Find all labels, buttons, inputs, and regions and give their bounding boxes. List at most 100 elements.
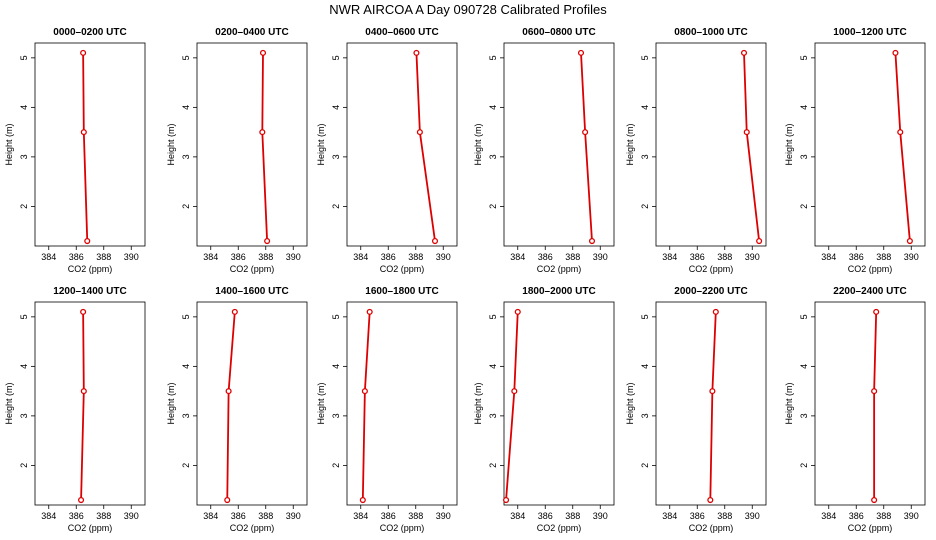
plot-frame <box>655 42 767 247</box>
plot-frame <box>34 301 146 506</box>
x-tick-label: 384 <box>510 511 525 521</box>
x-tick-label: 386 <box>690 252 705 262</box>
panel-title: 0000–0200 UTC <box>53 27 126 38</box>
y-tick-label: 2 <box>640 204 650 209</box>
x-tick-label: 390 <box>124 252 139 262</box>
y-axis-label: Height (m) <box>316 382 326 424</box>
y-tick-label: 4 <box>799 105 809 110</box>
x-tick-label: 384 <box>662 252 677 262</box>
plot-frame <box>34 42 146 247</box>
data-point <box>416 129 423 136</box>
data-point <box>514 308 521 315</box>
x-tick-label: 390 <box>124 511 139 521</box>
x-tick-label: 388 <box>565 511 580 521</box>
data-point <box>80 388 87 395</box>
profile-panel: 1800–2000 UTC 384 386 388 390 2 3 4 5 CO2 (ppm) He… <box>473 286 615 533</box>
data-point <box>503 496 510 504</box>
x-tick-label: 386 <box>69 511 84 521</box>
plot-frame <box>503 42 615 247</box>
x-tick-label: 386 <box>231 252 246 262</box>
plot-frame <box>503 301 615 506</box>
data-point <box>577 49 585 56</box>
profile-line <box>226 311 236 501</box>
plot-frame <box>814 42 926 247</box>
figure-title: NWR AIRCOA A Day 090728 Calibrated Profi… <box>329 2 607 17</box>
x-tick-label: 384 <box>353 511 368 521</box>
profile-panel: 0000–0200 UTC 384 386 388 390 2 3 4 5 CO2 (ppm) He… <box>4 27 146 274</box>
data-point <box>897 129 904 136</box>
y-tick-label: 5 <box>331 55 341 60</box>
y-tick-label: 4 <box>181 364 191 369</box>
y-axis-label: Height (m) <box>784 123 794 165</box>
y-tick-label: 2 <box>331 463 341 468</box>
data-point <box>413 49 420 56</box>
data-point <box>873 308 880 315</box>
y-tick-label: 3 <box>19 154 29 159</box>
x-axis-label: CO2 (ppm) <box>68 523 113 533</box>
x-tick-label: 386 <box>69 252 84 262</box>
profile-line <box>709 311 717 501</box>
data-point <box>259 129 266 136</box>
y-tick-label: 5 <box>181 314 191 319</box>
profile-panel: 1600–1800 UTC 384 386 388 390 2 3 4 5 CO2 (ppm) He… <box>316 286 458 533</box>
y-axis-label: Height (m) <box>166 382 176 424</box>
x-tick-label: 390 <box>436 252 451 262</box>
panel-grid: 0000–0200 UTC 384 386 388 390 2 3 4 5 CO2 (ppm) He… <box>4 27 926 533</box>
y-tick-label: 5 <box>19 314 29 319</box>
y-tick-label: 3 <box>331 154 341 159</box>
x-tick-label: 390 <box>286 511 301 521</box>
y-tick-label: 3 <box>181 154 191 159</box>
y-tick-label: 4 <box>799 364 809 369</box>
data-point <box>906 237 913 245</box>
data-point <box>740 49 748 56</box>
y-axis-label: Height (m) <box>473 382 483 424</box>
y-tick-label: 2 <box>19 204 29 209</box>
x-tick-label: 384 <box>821 511 836 521</box>
y-tick-label: 5 <box>19 55 29 60</box>
data-point <box>359 496 366 504</box>
y-tick-label: 3 <box>181 413 191 418</box>
x-axis-label: CO2 (ppm) <box>380 523 425 533</box>
data-point <box>231 308 238 315</box>
y-axis-label: Height (m) <box>316 123 326 165</box>
y-tick-label: 4 <box>640 364 650 369</box>
y-tick-label: 5 <box>799 55 809 60</box>
x-tick-label: 390 <box>593 252 608 262</box>
x-tick-label: 386 <box>381 511 396 521</box>
y-tick-label: 4 <box>331 105 341 110</box>
x-tick-label: 384 <box>510 252 525 262</box>
y-tick-label: 3 <box>799 154 809 159</box>
data-point <box>224 496 231 504</box>
x-tick-label: 388 <box>408 511 423 521</box>
y-tick-label: 4 <box>19 364 29 369</box>
data-point <box>511 388 518 395</box>
y-tick-label: 5 <box>640 55 650 60</box>
panel-title: 1400–1600 UTC <box>215 286 288 297</box>
y-tick-label: 3 <box>331 413 341 418</box>
y-tick-label: 2 <box>799 463 809 468</box>
y-tick-label: 2 <box>181 463 191 468</box>
y-tick-label: 2 <box>640 463 650 468</box>
panel-title: 1600–1800 UTC <box>365 286 438 297</box>
y-tick-label: 5 <box>488 55 498 60</box>
x-tick-label: 384 <box>821 252 836 262</box>
data-point <box>892 49 899 56</box>
panel-title: 2000–2200 UTC <box>674 286 747 297</box>
y-tick-label: 5 <box>799 314 809 319</box>
data-point <box>80 49 87 56</box>
y-tick-label: 4 <box>488 105 498 110</box>
x-axis-label: CO2 (ppm) <box>230 523 275 533</box>
x-tick-label: 386 <box>381 252 396 262</box>
x-tick-label: 390 <box>436 511 451 521</box>
profile-panel: 0200–0400 UTC 384 386 388 390 2 3 4 5 CO2 (ppm) He… <box>166 27 308 274</box>
y-axis-label: Height (m) <box>784 382 794 424</box>
profile-line <box>580 52 593 242</box>
y-tick-label: 2 <box>488 204 498 209</box>
data-point <box>756 237 763 245</box>
y-tick-label: 3 <box>640 413 650 418</box>
profile-line <box>80 311 85 501</box>
x-tick-label: 384 <box>203 252 218 262</box>
x-tick-label: 390 <box>593 511 608 521</box>
profile-line <box>361 311 371 501</box>
profile-panel: 1000–1200 UTC 384 386 388 390 2 3 4 5 CO2 (ppm) He… <box>784 27 926 274</box>
